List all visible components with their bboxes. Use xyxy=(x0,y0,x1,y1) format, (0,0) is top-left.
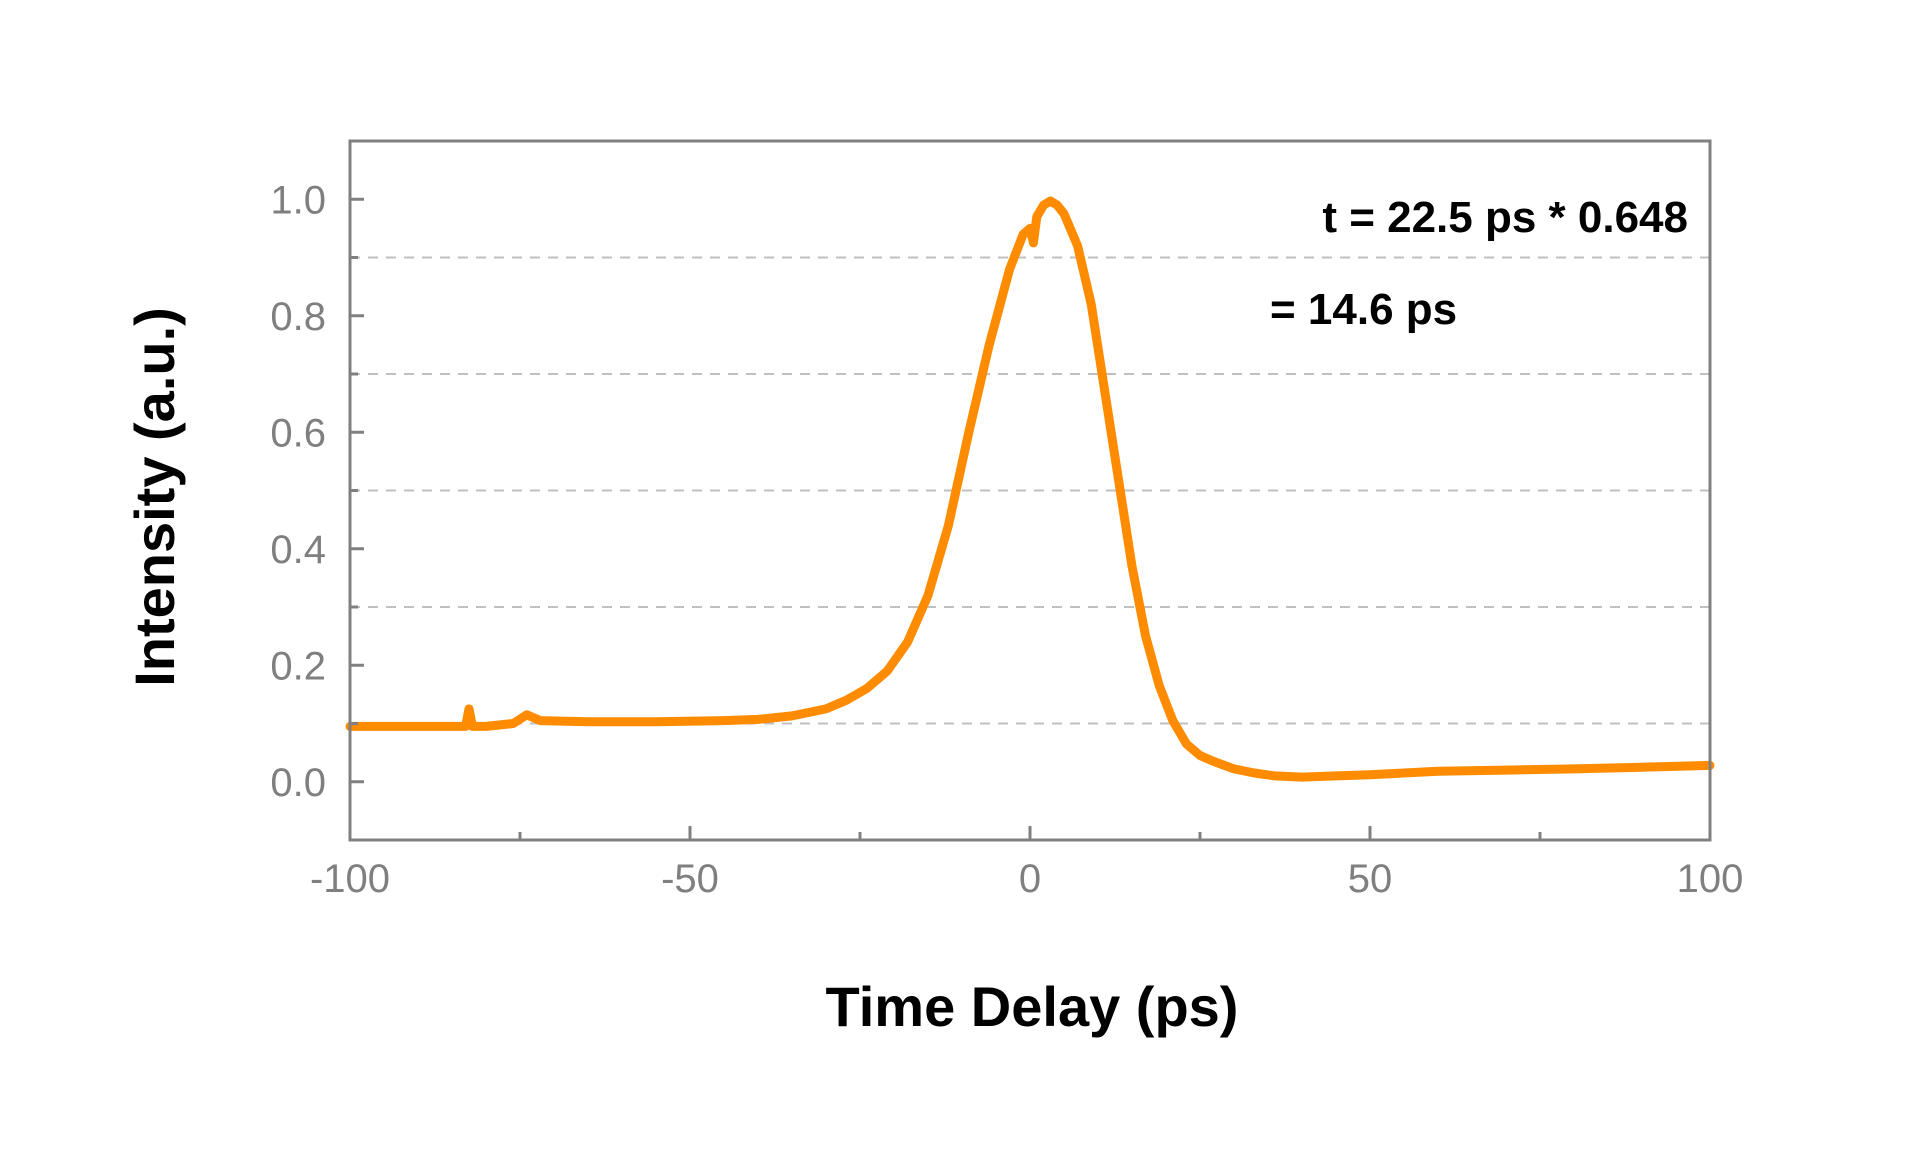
y-tick-label-0: 0.0 xyxy=(270,761,326,805)
y-axis-title: Intensity (a.u.) xyxy=(123,307,186,687)
gridlines xyxy=(350,256,1710,725)
x-axis: -100 -50 0 50 100 xyxy=(310,826,1743,901)
y-axis: 0.0 0.2 0.4 0.6 0.8 1.0 xyxy=(270,178,364,805)
y-tick-label-2: 0.4 xyxy=(270,528,326,572)
x-tick-label-1: -50 xyxy=(661,857,719,901)
x-tick-label-4: 100 xyxy=(1677,857,1744,901)
y-tick-label-1: 0.2 xyxy=(270,644,326,688)
series-line xyxy=(345,196,1715,782)
annotation-line-2: = 14.6 ps xyxy=(1270,285,1457,334)
y-tick-label-3: 0.6 xyxy=(270,411,326,455)
x-tick-label-3: 50 xyxy=(1348,857,1393,901)
x-axis-title: Time Delay (ps) xyxy=(826,975,1239,1038)
x-tick-label-2: 0 xyxy=(1019,857,1041,901)
y-tick-label-5: 1.0 xyxy=(270,178,326,222)
x-tick-label-0: -100 xyxy=(310,857,390,901)
annotation-line-1: t = 22.5 ps * 0.648 xyxy=(1322,193,1688,242)
y-tick-label-4: 0.8 xyxy=(270,295,326,339)
